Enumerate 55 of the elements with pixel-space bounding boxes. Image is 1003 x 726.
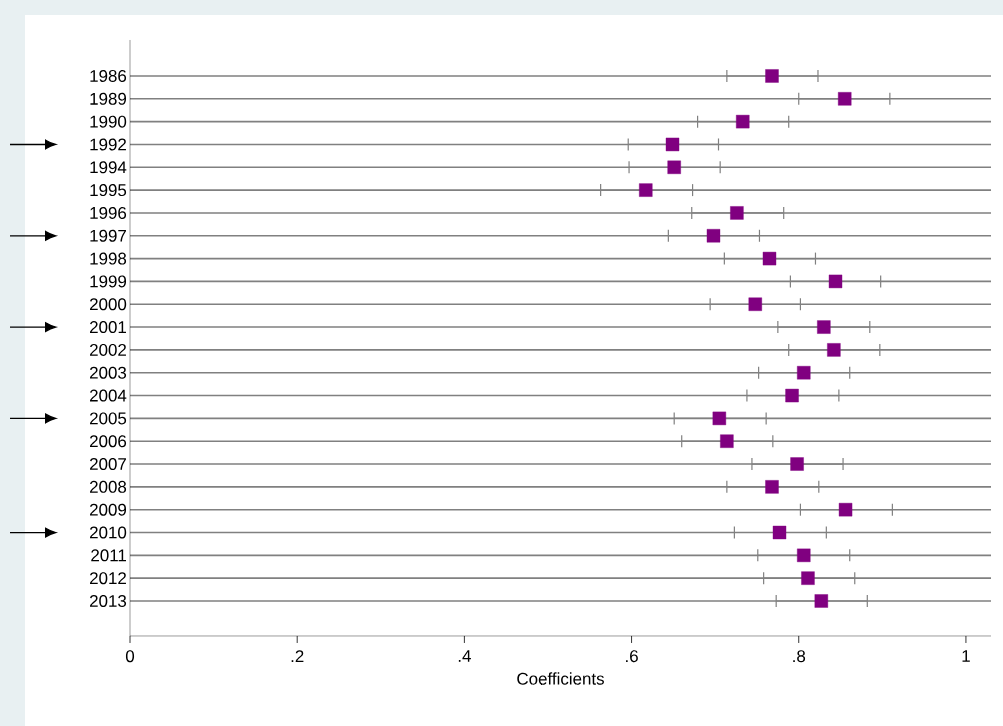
y-tick-label: 1990 [90, 115, 127, 128]
y-tick-label: 2013 [90, 594, 127, 607]
y-tick-label: 2001 [90, 321, 126, 334]
y-tick-label: 1995 [90, 184, 127, 197]
y-tick-label: 1996 [90, 206, 127, 219]
y-tick-label: 2000 [90, 298, 127, 311]
point [706, 229, 721, 243]
point [797, 366, 811, 380]
y-tick-label: 2002 [90, 343, 126, 356]
y-tick-label: 2005 [90, 412, 127, 425]
point [762, 251, 777, 266]
x-tick-label: .8 [793, 650, 806, 663]
point [838, 92, 852, 106]
point [772, 525, 787, 540]
point [748, 297, 762, 311]
x-tick-label: .4 [458, 650, 471, 662]
point [639, 183, 653, 197]
y-tick-label: 1998 [90, 252, 127, 265]
y-tick-label: 2010 [90, 526, 127, 539]
x-axis-title: Coefficients [517, 672, 604, 685]
y-tick-label: 2009 [90, 503, 127, 516]
point [797, 548, 811, 563]
y-tick-label: 2012 [90, 572, 126, 585]
point [730, 206, 744, 220]
y-tick-label: 2008 [90, 480, 127, 493]
point [814, 594, 829, 608]
y-tick-label: 1999 [90, 275, 127, 288]
y-tick-label: 1986 [90, 69, 127, 82]
y-tick-label: 1992 [90, 138, 126, 151]
x-tick-label: 1 [962, 650, 970, 662]
y-tick-label: 1989 [90, 92, 127, 105]
point [765, 69, 779, 83]
point [817, 320, 831, 334]
point [785, 388, 799, 403]
point [765, 480, 779, 494]
y-tick-label: 2003 [90, 366, 127, 379]
point [665, 137, 680, 152]
point [720, 434, 734, 448]
y-tick-label: 2006 [90, 435, 127, 448]
point [801, 571, 815, 585]
x-tick-label: 0 [125, 650, 135, 663]
point [828, 274, 843, 289]
y-tick-label: 2011 [91, 549, 126, 562]
y-tick-label: 2007 [90, 458, 126, 471]
point [838, 502, 853, 517]
y-tick-label: 2004 [90, 389, 127, 402]
x-tick-label: .6 [626, 650, 638, 663]
point [790, 457, 804, 471]
point [712, 411, 727, 426]
x-tick-label: .2 [291, 650, 304, 662]
y-tick-label: 1994 [90, 161, 127, 174]
point [827, 343, 841, 357]
point [667, 160, 681, 174]
point [736, 114, 750, 129]
y-tick-label: 1997 [90, 229, 126, 242]
